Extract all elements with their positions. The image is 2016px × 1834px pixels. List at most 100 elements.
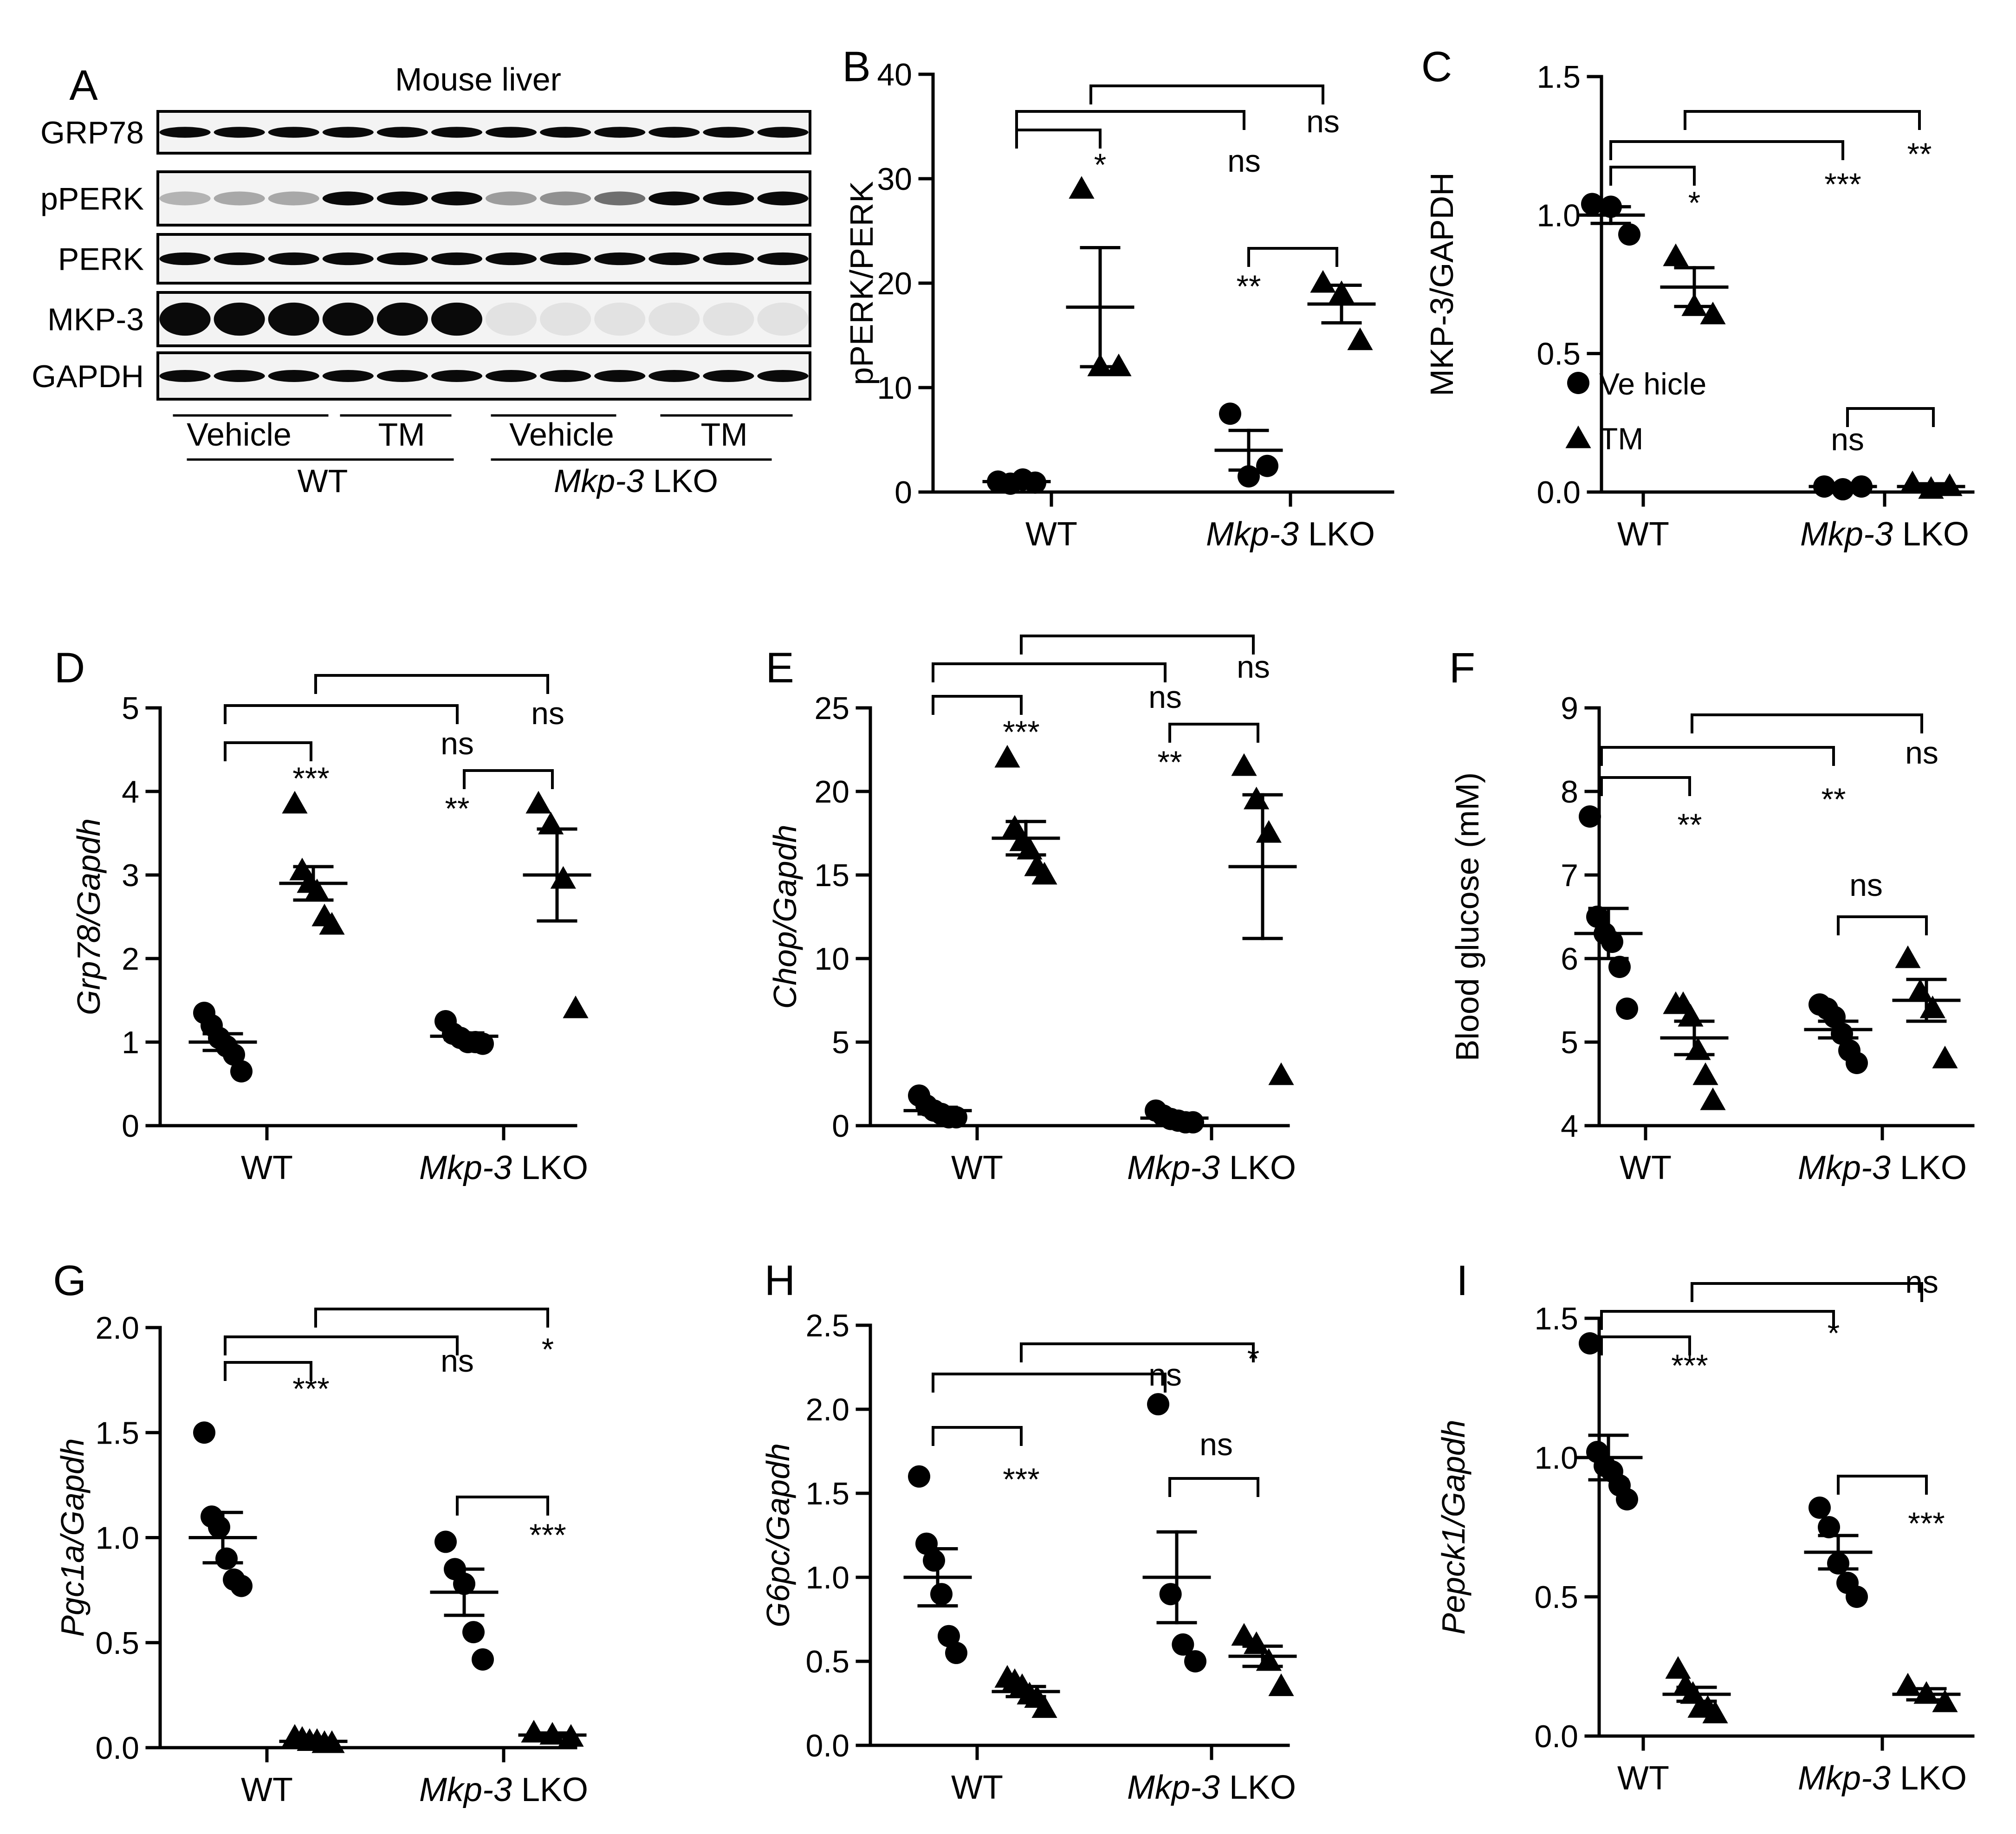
x-category-label: WT	[1617, 1760, 1669, 1797]
blot-band	[268, 127, 319, 138]
data-point-triangle	[1665, 1656, 1691, 1679]
panel-h-chart: H 0.0 0.5 1.0 1.5 2.0 2.5 WT Mkp-3 LKO G6pc/Gapdh…	[760, 1257, 1297, 1806]
data-point-circle	[908, 1465, 930, 1488]
x-category-label: WT	[951, 1149, 1003, 1186]
significance-bracket	[1684, 110, 1921, 130]
significance-bracket	[1846, 407, 1935, 427]
blot-band	[540, 191, 591, 206]
blot-band	[594, 370, 646, 382]
label-italic-part: Mkp-3	[1127, 1149, 1220, 1186]
label-plain-part: WT	[951, 1149, 1003, 1186]
blot-band	[268, 191, 319, 206]
panel-g-chart: G0.00.51.01.52.0WT Mkp-3 LKOPgc1a/Gapdh**…	[53, 1257, 588, 1808]
label-plain-part: LKO	[1220, 1769, 1296, 1806]
y-tick-label: 20	[877, 266, 912, 301]
significance-bracket	[224, 1335, 459, 1355]
blot-band	[376, 370, 428, 382]
blot-band	[431, 191, 482, 206]
data-point-circle	[1618, 223, 1640, 246]
data-point-triangle	[1700, 1087, 1726, 1110]
significance-label: ns	[1148, 680, 1182, 715]
significance-bracket	[224, 741, 312, 761]
blot-band	[214, 252, 265, 266]
data-point-circle	[215, 1547, 238, 1570]
data-point-triangle	[1244, 786, 1270, 810]
blot-band	[268, 252, 319, 266]
y-tick-label: 15	[814, 858, 849, 893]
label-plain-part: LKO	[1891, 1149, 1967, 1186]
significance-label: ns	[1237, 649, 1270, 685]
significance-bracket	[314, 1308, 549, 1328]
x-category-label: Mkp-3 LKO	[1127, 1149, 1296, 1186]
significance-label: ***	[1824, 167, 1861, 202]
data-point-circle	[230, 1575, 253, 1597]
significance-bracket	[1600, 746, 1835, 766]
blot-row-label: MKP-3	[47, 302, 144, 337]
blot-band	[594, 302, 646, 336]
y-tick-label: 0.5	[1536, 337, 1581, 372]
data-point-triangle	[1895, 945, 1921, 968]
data-point-triangle	[319, 912, 345, 935]
significance-bracket	[463, 769, 554, 789]
significance-bracket	[1015, 129, 1102, 149]
significance-label: ns	[1905, 1264, 1938, 1300]
significance-label: *	[1828, 1316, 1840, 1351]
panel-letter: E	[765, 644, 794, 692]
y-tick-label: 1.5	[1536, 59, 1581, 95]
y-tick-label: 8	[1561, 774, 1578, 810]
data-point-triangle	[1231, 1623, 1257, 1646]
significance-label: **	[1158, 745, 1182, 780]
data-point-circle	[1818, 1516, 1840, 1538]
data-point-triangle	[994, 745, 1020, 768]
significance-label: ***	[1003, 714, 1039, 750]
blot-band	[757, 252, 809, 266]
significance-bracket	[932, 1373, 1167, 1393]
blot-band	[540, 252, 591, 266]
label-italic-part: Mkp-3	[1127, 1769, 1220, 1806]
significance-label: ns	[441, 726, 474, 761]
label-italic-part: Mkp-3	[554, 463, 644, 499]
y-tick-label: 5	[832, 1025, 849, 1060]
significance-label: ***	[292, 761, 329, 796]
blot-band	[594, 127, 646, 138]
y-tick-label: 0.0	[1534, 1719, 1578, 1754]
blot-band	[431, 127, 482, 138]
y-tick-label: 5	[1561, 1025, 1578, 1060]
data-point-triangle	[1031, 862, 1057, 885]
blot-strip	[156, 170, 811, 227]
data-point-circle	[1616, 998, 1638, 1020]
y-tick-label: 40	[877, 57, 912, 92]
significance-label: **	[1237, 269, 1261, 304]
significance-label: ns	[531, 696, 564, 731]
significance-label: ns	[441, 1343, 474, 1379]
blot-band	[159, 191, 211, 206]
y-tick-label: 2.0	[95, 1310, 139, 1346]
legend-tm-label: TM	[1599, 421, 1643, 456]
data-point-triangle	[1106, 353, 1132, 376]
blot-band	[703, 191, 754, 206]
blot-band	[322, 127, 374, 138]
blot-band	[159, 252, 211, 266]
significance-label: ***	[292, 1371, 329, 1406]
y-axis-label: G6pc/Gapdh	[760, 1443, 796, 1627]
y-tick-label: 1.0	[805, 1560, 849, 1595]
significance-bracket	[1837, 1475, 1928, 1495]
label-italic-part: Mkp-3	[1798, 1149, 1891, 1186]
data-point-circle	[1219, 402, 1241, 425]
blot-band	[268, 302, 319, 336]
blot-band	[757, 302, 809, 336]
blot-band	[648, 191, 700, 206]
data-point-triangle	[1256, 820, 1282, 843]
data-point-circle	[434, 1530, 457, 1553]
y-tick-label: 6	[1561, 941, 1578, 977]
lane-group-label: TM	[378, 416, 425, 453]
data-point-triangle	[1310, 270, 1336, 293]
significance-bracket	[1691, 1282, 1923, 1302]
label-plain-part: WT	[951, 1769, 1003, 1806]
significance-label: **	[445, 791, 470, 826]
y-tick-label: 4	[122, 774, 139, 810]
legend-panel-c: Ve hicle TM	[1565, 367, 1706, 456]
x-category-label: WT	[1617, 516, 1669, 553]
x-category-label: WT	[241, 1149, 293, 1186]
